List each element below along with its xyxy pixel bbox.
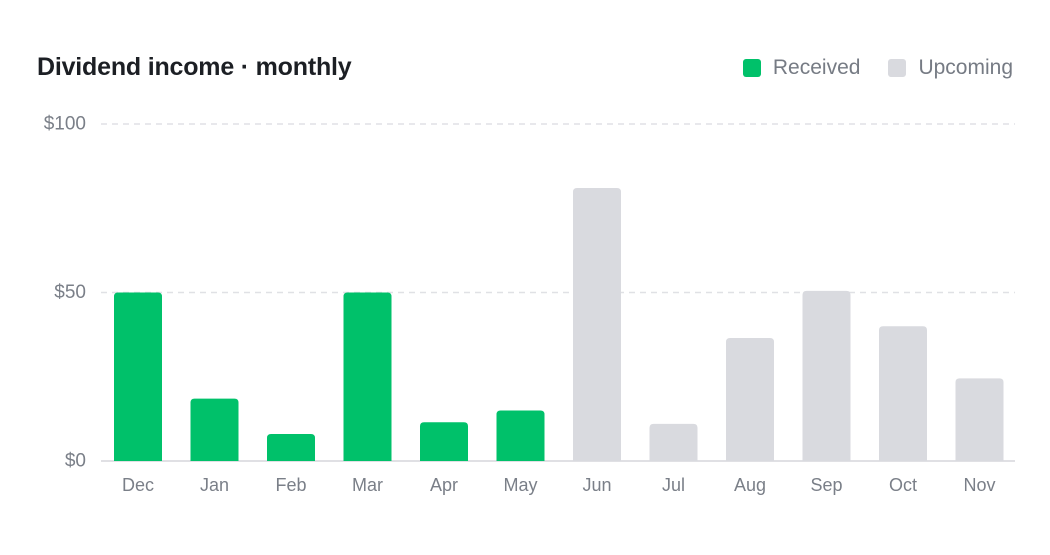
x-tick-label-may: May <box>503 475 537 495</box>
bar-upcoming-nov[interactable] <box>955 378 1004 461</box>
bar-received-feb[interactable] <box>267 434 315 461</box>
legend-swatch-upcoming <box>888 59 907 77</box>
x-tick-label-oct: Oct <box>889 475 917 495</box>
x-tick-label-dec: Dec <box>122 475 154 495</box>
bar-received-jan[interactable] <box>190 398 239 461</box>
bar-upcoming-sep[interactable] <box>802 290 851 461</box>
chart-legend: Received Upcoming <box>742 56 1013 80</box>
bar-received-apr[interactable] <box>420 422 468 461</box>
legend-item-received[interactable]: Received <box>742 56 861 80</box>
y-tick-label: $100 <box>44 114 86 135</box>
bar-upcoming-aug[interactable] <box>726 337 774 461</box>
bar-upcoming-jul[interactable] <box>649 423 698 461</box>
y-tick-label: $50 <box>54 282 86 303</box>
legend-swatch-received <box>742 59 761 77</box>
legend-item-upcoming[interactable]: Upcoming <box>888 56 1013 80</box>
bar-upcoming-jun[interactable] <box>573 188 621 461</box>
bar-received-may[interactable] <box>496 410 545 461</box>
legend-label-received: Received <box>772 56 861 79</box>
y-tick-label: $0 <box>65 451 86 472</box>
x-tick-label-sep: Sep <box>810 475 842 495</box>
x-tick-label-aug: Aug <box>734 475 766 495</box>
legend-label-upcoming: Upcoming <box>918 56 1013 79</box>
x-tick-label-jun: Jun <box>582 475 611 495</box>
bar-upcoming-oct[interactable] <box>879 326 927 461</box>
bar-received-dec[interactable] <box>114 292 162 462</box>
x-tick-label-nov: Nov <box>963 475 995 495</box>
chart-title: Dividend income · monthly <box>37 53 352 81</box>
x-tick-label-jul: Jul <box>662 475 685 495</box>
x-tick-label-jan: Jan <box>200 475 229 495</box>
bar-received-mar[interactable] <box>343 292 392 462</box>
x-tick-label-feb: Feb <box>275 475 306 495</box>
x-tick-label-mar: Mar <box>352 475 383 495</box>
x-tick-label-apr: Apr <box>430 475 458 495</box>
